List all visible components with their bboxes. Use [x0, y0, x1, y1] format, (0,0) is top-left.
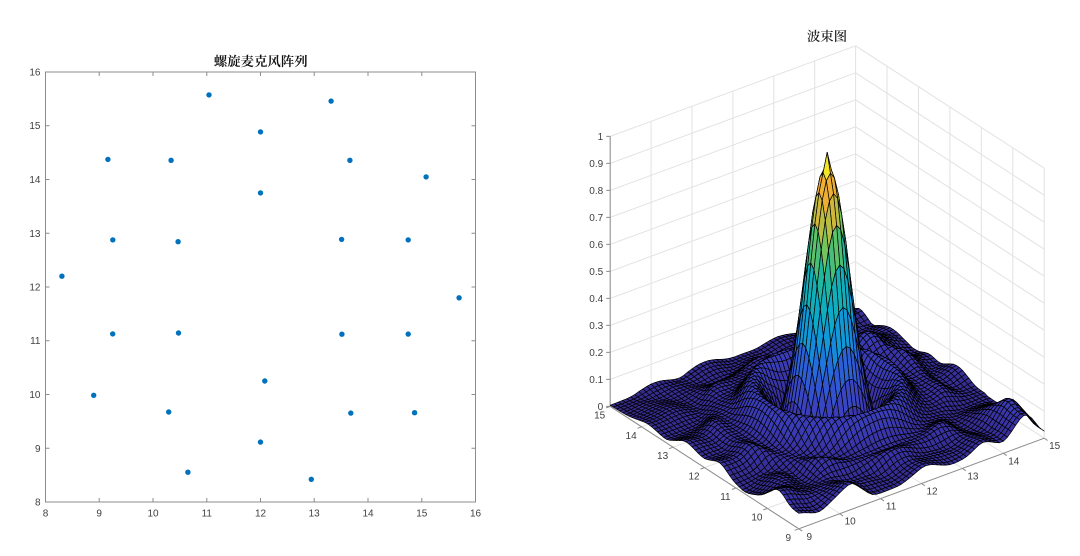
- svg-text:13: 13: [657, 451, 669, 462]
- svg-text:9: 9: [807, 532, 813, 543]
- svg-text:9: 9: [96, 509, 102, 520]
- svg-text:11: 11: [886, 502, 897, 513]
- svg-text:15: 15: [1049, 441, 1061, 452]
- svg-text:12: 12: [688, 472, 700, 483]
- svg-text:12: 12: [255, 509, 267, 520]
- svg-text:11: 11: [720, 492, 731, 503]
- svg-text:14: 14: [29, 175, 41, 186]
- svg-text:10: 10: [147, 509, 159, 520]
- svg-text:13: 13: [29, 229, 41, 240]
- svg-text:13: 13: [967, 471, 979, 482]
- svg-text:0.8: 0.8: [589, 186, 603, 197]
- svg-text:15: 15: [29, 121, 41, 132]
- svg-text:12: 12: [926, 487, 938, 498]
- svg-text:0.3: 0.3: [589, 321, 603, 332]
- svg-text:8: 8: [35, 498, 41, 509]
- svg-text:0.9: 0.9: [589, 159, 603, 170]
- svg-text:9: 9: [786, 533, 792, 544]
- svg-text:14: 14: [1008, 456, 1020, 467]
- svg-text:14: 14: [626, 431, 638, 442]
- svg-text:0.5: 0.5: [589, 267, 603, 278]
- svg-text:10: 10: [751, 512, 763, 523]
- svg-text:14: 14: [362, 509, 374, 520]
- svg-text:10: 10: [29, 390, 41, 401]
- svg-text:8: 8: [43, 509, 49, 520]
- svg-text:0.7: 0.7: [589, 213, 603, 224]
- svg-text:10: 10: [845, 517, 857, 528]
- svg-text:0.4: 0.4: [589, 294, 603, 305]
- svg-text:11: 11: [202, 509, 213, 520]
- svg-text:9: 9: [35, 444, 41, 455]
- svg-text:0.6: 0.6: [589, 240, 603, 251]
- svg-text:15: 15: [594, 410, 606, 421]
- svg-text:0: 0: [598, 402, 604, 413]
- svg-text:0.2: 0.2: [589, 348, 603, 359]
- svg-text:11: 11: [30, 336, 41, 347]
- svg-text:15: 15: [416, 509, 428, 520]
- svg-text:16: 16: [29, 68, 41, 79]
- svg-text:13: 13: [309, 509, 321, 520]
- svg-text:1: 1: [598, 132, 604, 143]
- svg-text:16: 16: [470, 509, 482, 520]
- svg-text:12: 12: [29, 283, 41, 294]
- svg-text:0.1: 0.1: [589, 375, 603, 386]
